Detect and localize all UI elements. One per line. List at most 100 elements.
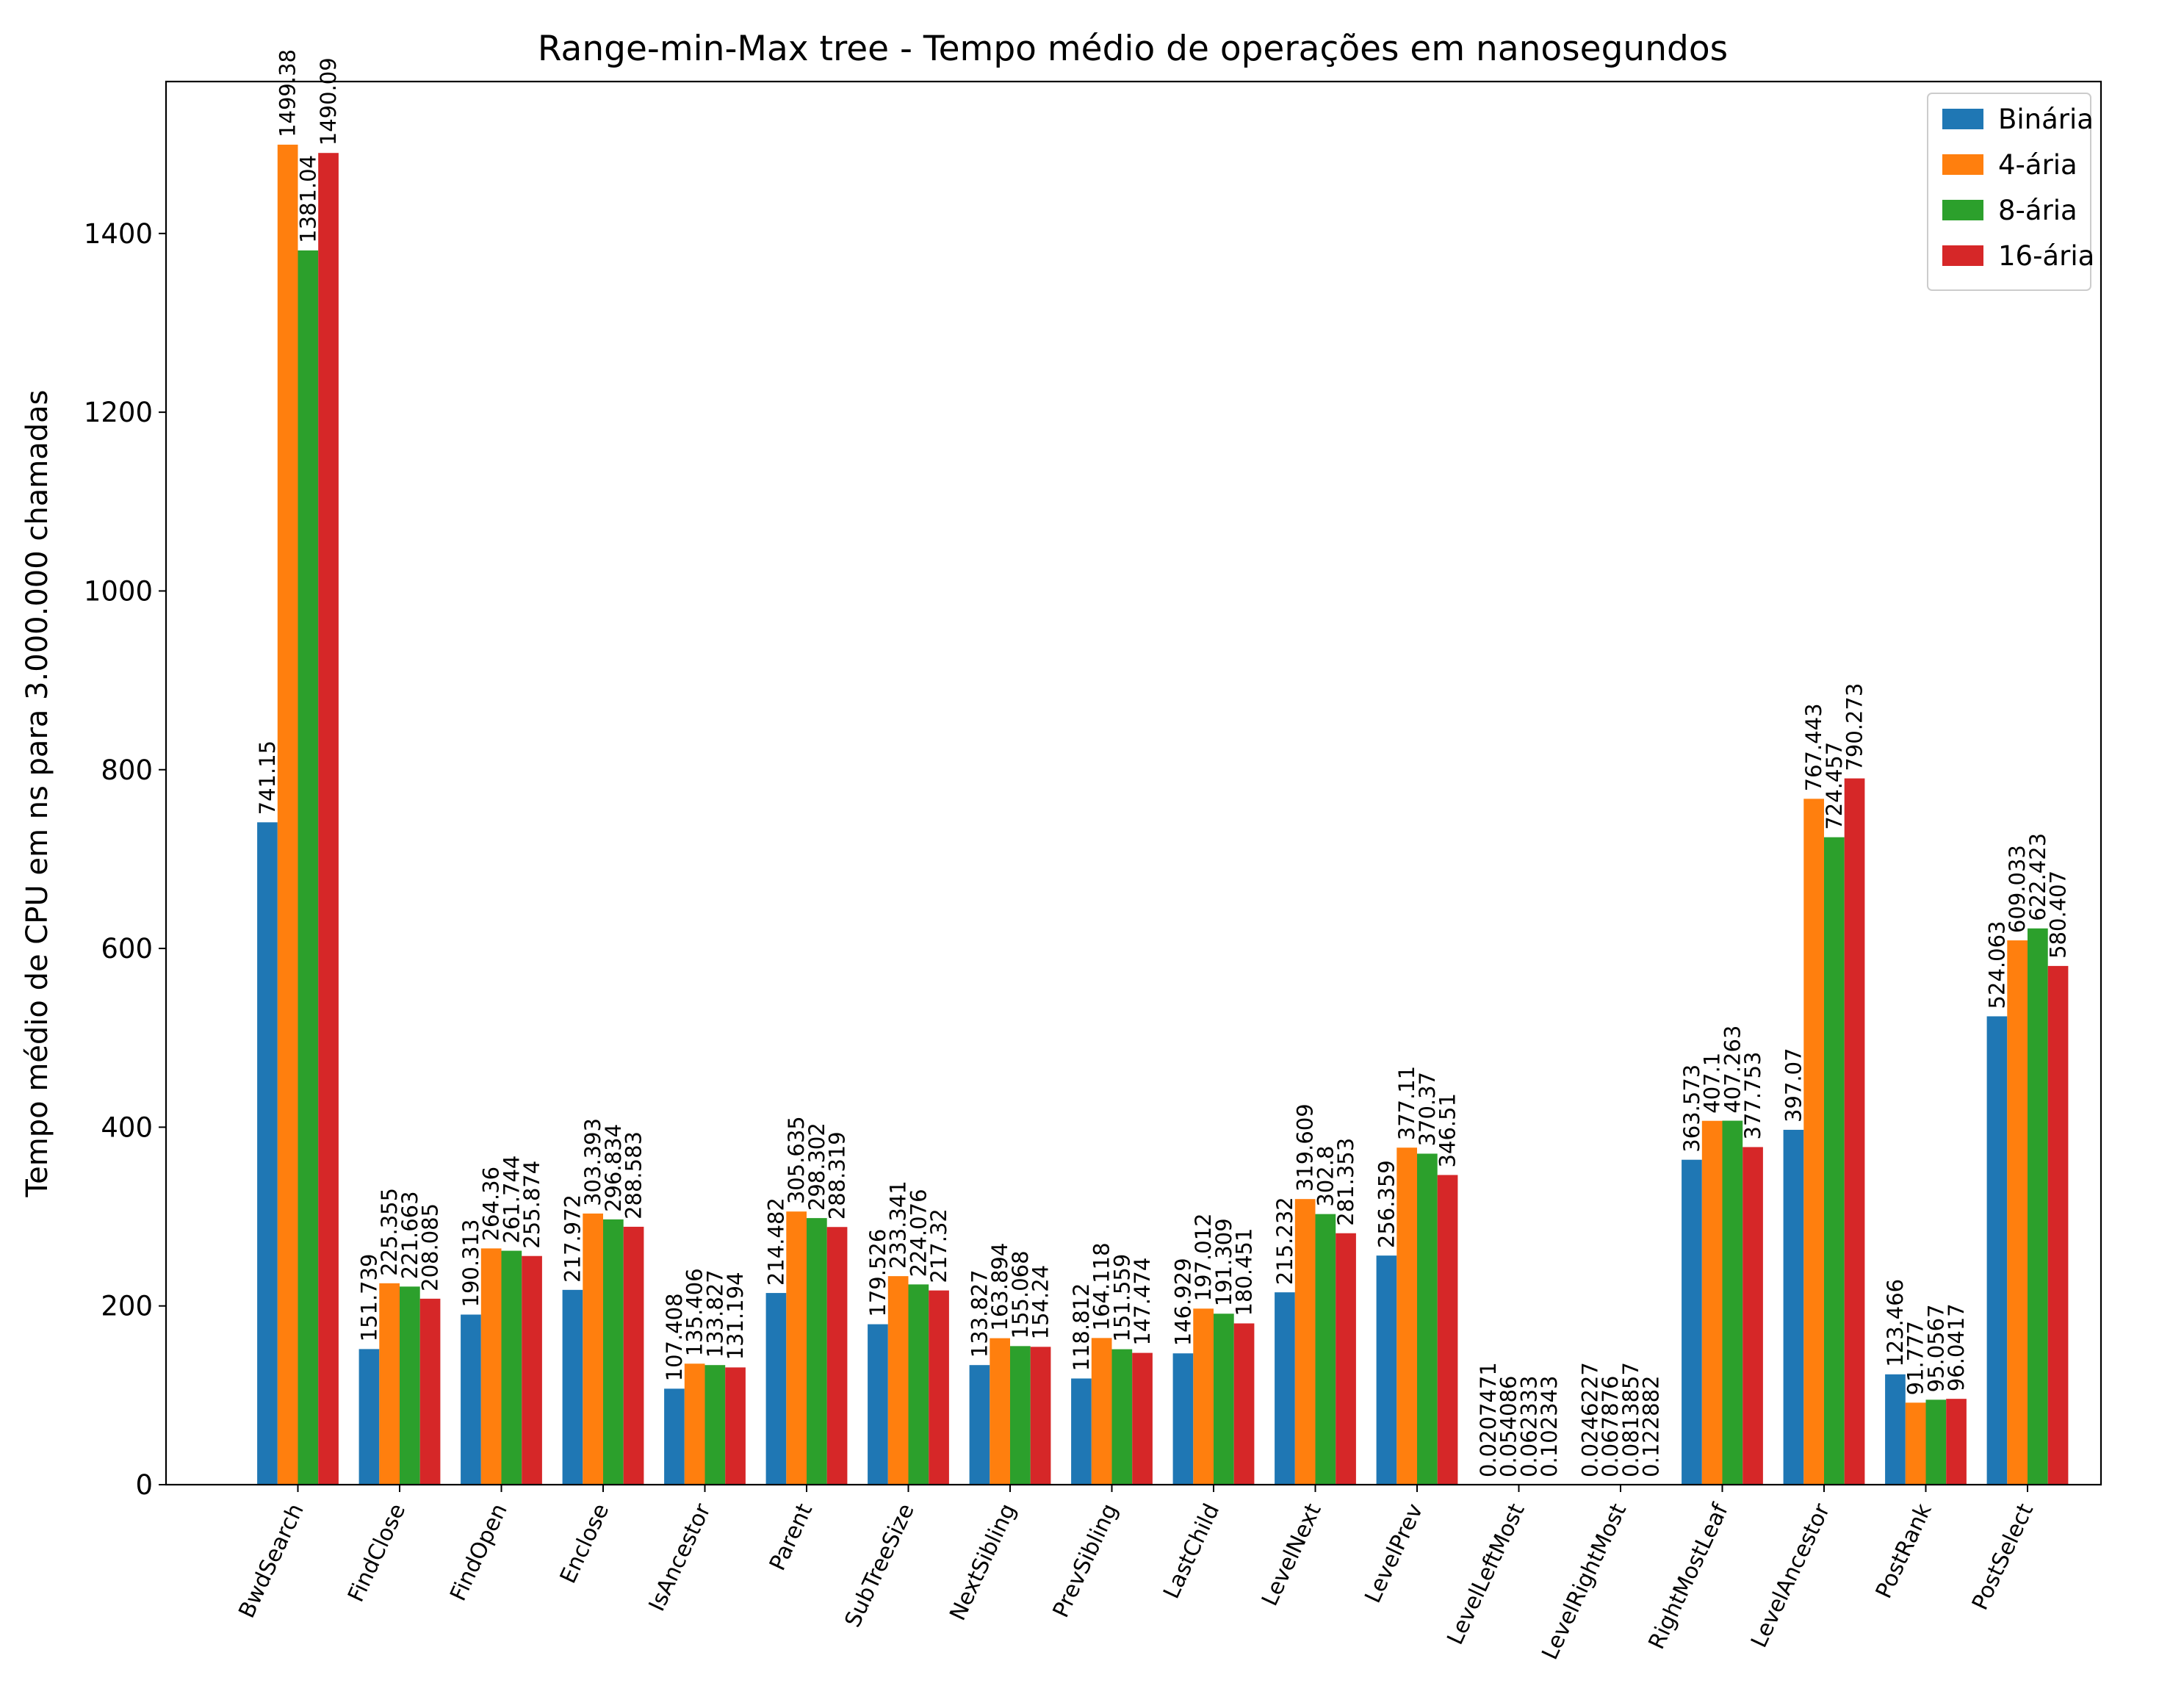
bar-value-label: 0.067876 <box>1598 1376 1623 1477</box>
y-axis-label: Tempo médio de CPU em ns para 3.000.000 … <box>21 390 54 1198</box>
y-tick-label: 1000 <box>84 575 153 607</box>
bar <box>480 1248 502 1485</box>
bar-value-label: 407.263 <box>1720 1026 1745 1114</box>
bar <box>1824 837 1845 1485</box>
bar <box>1905 1402 1926 1485</box>
bar-value-label: 164.118 <box>1089 1242 1114 1330</box>
bar-value-label: 217.972 <box>560 1194 585 1283</box>
bar <box>990 1338 1010 1485</box>
bar <box>1336 1233 1356 1485</box>
bar-value-label: 724.457 <box>1822 742 1847 830</box>
bar <box>786 1211 807 1485</box>
bar <box>1275 1292 1295 1485</box>
bar-value-label: 407.1 <box>1700 1053 1725 1114</box>
bar-value-label: 123.466 <box>1883 1279 1908 1367</box>
legend-box <box>1927 93 2091 291</box>
bar-value-label: 1490.09 <box>316 57 341 145</box>
bar-series-group <box>257 144 2069 1485</box>
legend-swatch <box>1942 200 1983 220</box>
bar-value-label: 370.37 <box>1415 1072 1440 1146</box>
y-tick-label: 1400 <box>84 218 153 250</box>
bar-value-label: 224.076 <box>906 1189 931 1277</box>
bar-value-label: 217.32 <box>926 1208 951 1283</box>
bar <box>929 1290 949 1485</box>
bar <box>379 1283 400 1485</box>
bar <box>887 1276 909 1485</box>
bar-value-label: 622.423 <box>2025 833 2050 921</box>
bar <box>1925 1399 1947 1485</box>
bar <box>623 1226 644 1485</box>
bar-value-label: 288.319 <box>825 1131 850 1219</box>
bar-value-label: 233.341 <box>886 1181 911 1269</box>
bar <box>704 1365 726 1485</box>
bar <box>2028 928 2048 1485</box>
bar-value-label: 609.033 <box>2005 845 2030 933</box>
bar <box>765 1293 787 1485</box>
bar-value-label: 319.609 <box>1293 1103 1318 1192</box>
bar-value-label: 256.359 <box>1374 1160 1399 1248</box>
bar <box>807 1218 827 1485</box>
y-tick-label: 0 <box>135 1469 153 1501</box>
y-tick-label: 200 <box>101 1291 153 1322</box>
legend-swatch <box>1942 109 1983 129</box>
bar-value-label: 0.0246227 <box>1577 1362 1602 1477</box>
bar-value-label: 155.068 <box>1008 1250 1033 1338</box>
bar <box>562 1289 583 1485</box>
bar-value-label: 191.309 <box>1211 1218 1236 1306</box>
bar <box>298 250 319 1485</box>
bar-value-label: 133.827 <box>702 1269 727 1358</box>
bar-value-label: 180.451 <box>1232 1228 1257 1316</box>
bar-value-label: 179.526 <box>865 1229 890 1317</box>
bar-value-label: 118.812 <box>1069 1283 1094 1372</box>
bar-value-label: 131.194 <box>723 1272 748 1360</box>
bar-value-label: 741.15 <box>255 741 280 815</box>
bar-value-label: 281.353 <box>1333 1138 1358 1226</box>
bar-value-label: 261.744 <box>499 1156 524 1244</box>
bar <box>1844 778 1865 1485</box>
bar-value-label: 264.36 <box>479 1167 504 1241</box>
bar-value-label: 0.054086 <box>1496 1376 1521 1477</box>
bar <box>1722 1120 1743 1485</box>
y-tick-label: 800 <box>101 754 153 786</box>
plot-frame <box>165 80 2102 1486</box>
bar <box>419 1298 441 1485</box>
bar <box>318 153 339 1485</box>
bar-value-label: 303.393 <box>580 1118 605 1206</box>
bar <box>461 1314 481 1485</box>
bar-value-label: 91.777 <box>1903 1321 1928 1395</box>
bar <box>1803 799 1824 1485</box>
bar-value-label: 197.012 <box>1191 1213 1216 1301</box>
bar-value-label: 0.062333 <box>1516 1376 1541 1477</box>
bar-value-label: 96.0417 <box>1944 1303 1969 1391</box>
bar-value-label: 0.102343 <box>1537 1376 1562 1477</box>
bar <box>1376 1255 1397 1485</box>
bar-value-label: 377.11 <box>1394 1066 1419 1140</box>
data-label-group: 741.15 1499.38 1381.04 1490.09 151.739225.35… <box>255 49 2071 1477</box>
bar-value-label: 346.51 <box>1435 1093 1460 1167</box>
legend-entry-label: 8-ária <box>1998 195 2077 226</box>
bar <box>1091 1338 1112 1485</box>
bar <box>826 1227 848 1485</box>
legend-swatch <box>1942 245 1983 266</box>
bar <box>2047 965 2069 1485</box>
bar <box>1783 1129 1804 1485</box>
bar-value-label: 524.063 <box>1984 921 2009 1009</box>
bar <box>1071 1378 1092 1485</box>
bar <box>1701 1120 1723 1485</box>
bar <box>1214 1314 1234 1485</box>
bar <box>1946 1399 1967 1485</box>
bar <box>1417 1153 1438 1485</box>
bar-value-label: 1499.38 <box>275 49 300 137</box>
legend-entry-label: 16-ária <box>1998 240 2094 272</box>
bar-value-label: 95.0567 <box>1923 1304 1948 1392</box>
bar-value-label: 208.085 <box>418 1203 443 1291</box>
legend-entry-label: Binária <box>1998 104 2094 135</box>
bar <box>1233 1323 1255 1485</box>
y-tick-label: 600 <box>101 933 153 965</box>
bar <box>1682 1159 1702 1485</box>
bar <box>583 1213 603 1485</box>
bar <box>1132 1352 1153 1485</box>
bar <box>2007 940 2028 1485</box>
bar-value-label: 221.663 <box>397 1191 422 1279</box>
